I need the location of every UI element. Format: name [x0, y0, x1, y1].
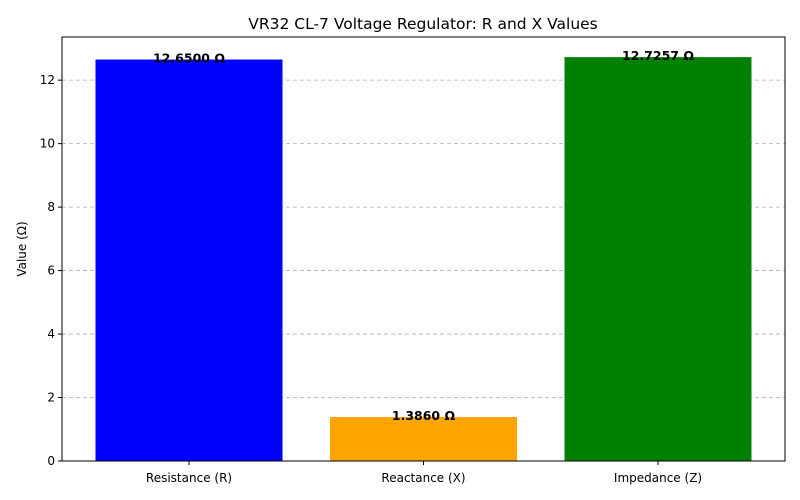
y-axis-ticks: 0 2 4 6 8 10 12: [40, 73, 62, 468]
data-label: 12.6500 Ω: [153, 51, 225, 66]
chart-title: VR32 CL-7 Voltage Regulator: R and X Val…: [248, 15, 598, 33]
data-labels: 12.6500 Ω 1.3860 Ω 12.7257 Ω: [153, 48, 694, 423]
x-tick-label: Reactance (X): [381, 471, 465, 485]
y-tick-label: 10: [40, 137, 55, 151]
y-tick-label: 4: [47, 327, 55, 341]
bar: [564, 57, 752, 461]
bar: [95, 59, 283, 462]
x-tick-label: Resistance (R): [146, 471, 232, 485]
y-tick-label: 2: [47, 391, 55, 405]
bars: [95, 57, 752, 462]
y-axis-label: Value (Ω): [15, 221, 29, 276]
y-tick-label: 8: [47, 200, 55, 214]
x-axis-ticks: Resistance (R) Reactance (X) Impedance (Z): [146, 461, 702, 485]
bar: [330, 417, 517, 461]
x-tick-label: Impedance (Z): [614, 471, 702, 485]
y-tick-label: 6: [47, 264, 55, 278]
y-tick-label: 0: [47, 454, 55, 468]
data-label: 12.7257 Ω: [622, 48, 694, 63]
data-label: 1.3860 Ω: [392, 408, 456, 423]
y-tick-label: 12: [40, 73, 55, 87]
